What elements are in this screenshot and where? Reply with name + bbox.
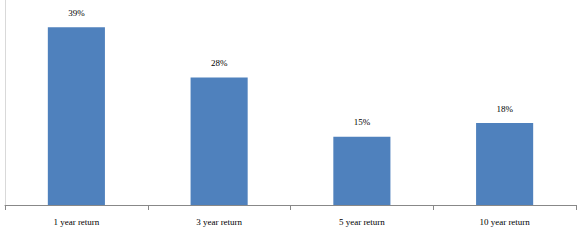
svg-text:5 year return: 5 year return	[339, 217, 385, 227]
svg-text:15%: 15%	[354, 117, 371, 127]
svg-text:10 year return: 10 year return	[479, 217, 530, 227]
svg-text:18%: 18%	[496, 104, 513, 114]
svg-text:3 year return: 3 year return	[196, 217, 242, 227]
svg-text:28%: 28%	[211, 58, 228, 68]
svg-text:1 year return: 1 year return	[53, 217, 99, 227]
svg-text:39%: 39%	[68, 8, 85, 18]
